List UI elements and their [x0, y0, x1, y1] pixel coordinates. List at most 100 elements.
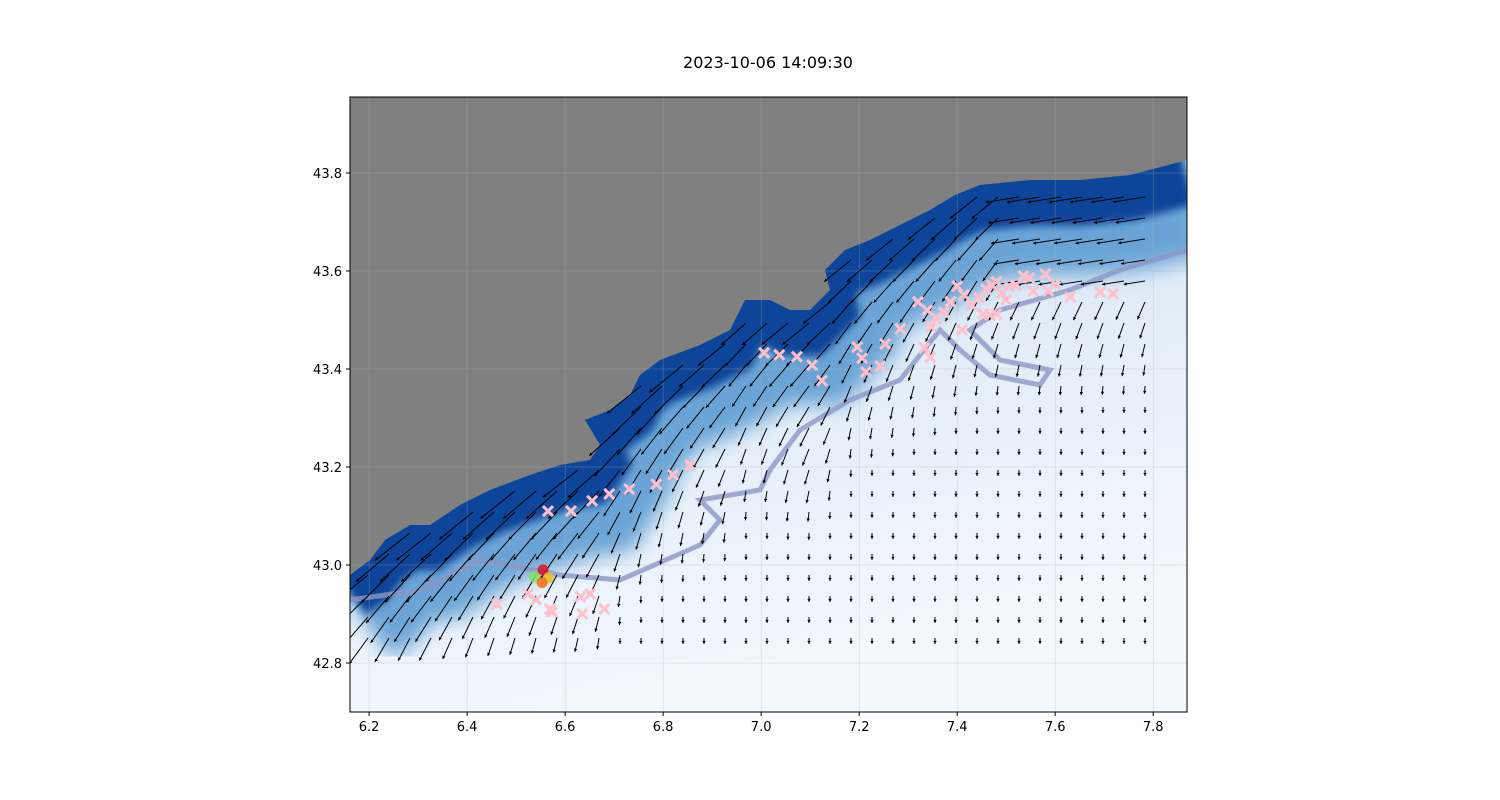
current-arrow-head	[1017, 430, 1021, 434]
current-arrow	[817, 385, 831, 407]
current-arrow-head	[869, 454, 874, 458]
current-arrow	[499, 574, 516, 600]
cross-marker-stroke	[584, 587, 597, 600]
current-arrow	[1048, 196, 1083, 203]
current-arrow-head	[870, 535, 874, 539]
current-arrow-head	[702, 383, 706, 387]
current-arrow	[565, 574, 579, 598]
cross-marker	[874, 359, 887, 373]
current-arrow	[827, 280, 852, 304]
current-arrow	[453, 574, 474, 602]
current-arrow-head	[850, 299, 855, 303]
current-arrow	[397, 637, 411, 661]
current-arrow-head	[525, 614, 529, 618]
current-arrow	[799, 427, 810, 447]
current-arrow-head	[911, 433, 916, 437]
current-arrow	[485, 511, 516, 541]
current-arrow-head	[557, 555, 562, 560]
current-arrow-head	[1006, 200, 1010, 204]
current-arrow	[761, 322, 789, 346]
current-arrow	[697, 343, 726, 366]
current-arrow	[857, 322, 873, 344]
current-arrow-head	[828, 598, 832, 602]
current-arrow-head	[909, 396, 913, 400]
y-tick-label: 43.0	[313, 559, 342, 574]
current-arrow	[360, 574, 390, 604]
current-arrow-head	[996, 451, 1000, 455]
current-arrow-head	[458, 616, 462, 621]
current-arrow	[708, 406, 726, 429]
current-arrow-head	[728, 383, 733, 387]
current-arrow-head	[1140, 353, 1145, 358]
current-arrow	[1030, 217, 1062, 224]
current-arrow-head	[975, 556, 979, 560]
current-arrow-head	[954, 535, 958, 539]
current-arrow	[705, 385, 726, 409]
current-arrow	[444, 532, 474, 562]
current-arrow-head	[933, 598, 937, 602]
current-arrow	[796, 406, 810, 428]
current-arrow-head	[1072, 220, 1076, 224]
current-arrow-head	[548, 515, 552, 519]
current-arrow	[720, 322, 747, 346]
current-arrow-head	[912, 535, 916, 539]
current-arrow-head	[799, 442, 803, 447]
current-arrow-head	[778, 442, 782, 447]
current-arrow-head	[786, 619, 790, 623]
current-arrow	[778, 427, 789, 447]
current-arrow-head	[531, 536, 535, 540]
cross-marker	[684, 458, 697, 472]
current-arrow-head	[786, 536, 790, 540]
current-arrow-head	[639, 640, 643, 644]
current-arrow-head	[690, 445, 694, 449]
current-arrow-head	[361, 599, 365, 603]
current-arrow-head	[649, 389, 653, 393]
current-arrow-head	[1122, 640, 1126, 644]
cross-marker-stroke	[490, 598, 504, 611]
current-arrow-head	[439, 536, 443, 540]
current-arrow-head	[891, 577, 895, 581]
current-arrow-head	[530, 650, 535, 654]
current-arrow-head	[660, 619, 664, 623]
current-arrow-head	[723, 619, 727, 623]
current-arrow	[1093, 217, 1125, 224]
current-arrow-head	[495, 576, 499, 581]
current-arrow-head	[975, 430, 979, 434]
current-arrow-head	[756, 422, 760, 427]
current-arrow-head	[461, 635, 466, 640]
dot-markers	[528, 564, 554, 589]
current-arrow	[442, 637, 453, 660]
current-arrow-head	[1118, 241, 1122, 245]
current-arrow-head	[1037, 391, 1042, 396]
current-arrow	[1011, 238, 1041, 244]
current-arrow	[768, 364, 789, 388]
current-arrow-head	[487, 652, 491, 656]
current-arrow-head	[990, 241, 995, 245]
cross-markers	[490, 267, 1120, 621]
current-arrow-head	[1101, 493, 1105, 497]
current-arrow-head	[820, 422, 824, 426]
current-arrow-head	[442, 655, 446, 659]
current-arrow	[934, 238, 957, 262]
current-arrow-head	[975, 411, 979, 415]
current-arrow-head	[639, 619, 643, 623]
current-arrow-head	[1079, 391, 1084, 396]
current-arrow	[806, 322, 831, 346]
cross-marker	[623, 482, 636, 496]
current-arrow-head	[467, 557, 472, 561]
current-arrow-head	[1054, 335, 1058, 340]
current-arrow	[838, 343, 852, 365]
current-arrow-head	[1038, 577, 1042, 581]
current-arrow-head	[562, 575, 566, 579]
current-arrow-head	[1101, 410, 1105, 414]
cross-marker-stroke	[564, 505, 578, 518]
current-arrow-head	[975, 451, 979, 455]
current-arrow-head	[870, 472, 874, 476]
current-arrow-head	[849, 619, 853, 623]
current-arrow-head	[1101, 577, 1105, 581]
current-arrow	[659, 406, 684, 435]
current-arrow-head	[1143, 430, 1147, 434]
current-arrow-head	[1054, 241, 1058, 245]
current-arrow-head	[339, 620, 342, 623]
current-arrow-head	[1137, 315, 1141, 320]
